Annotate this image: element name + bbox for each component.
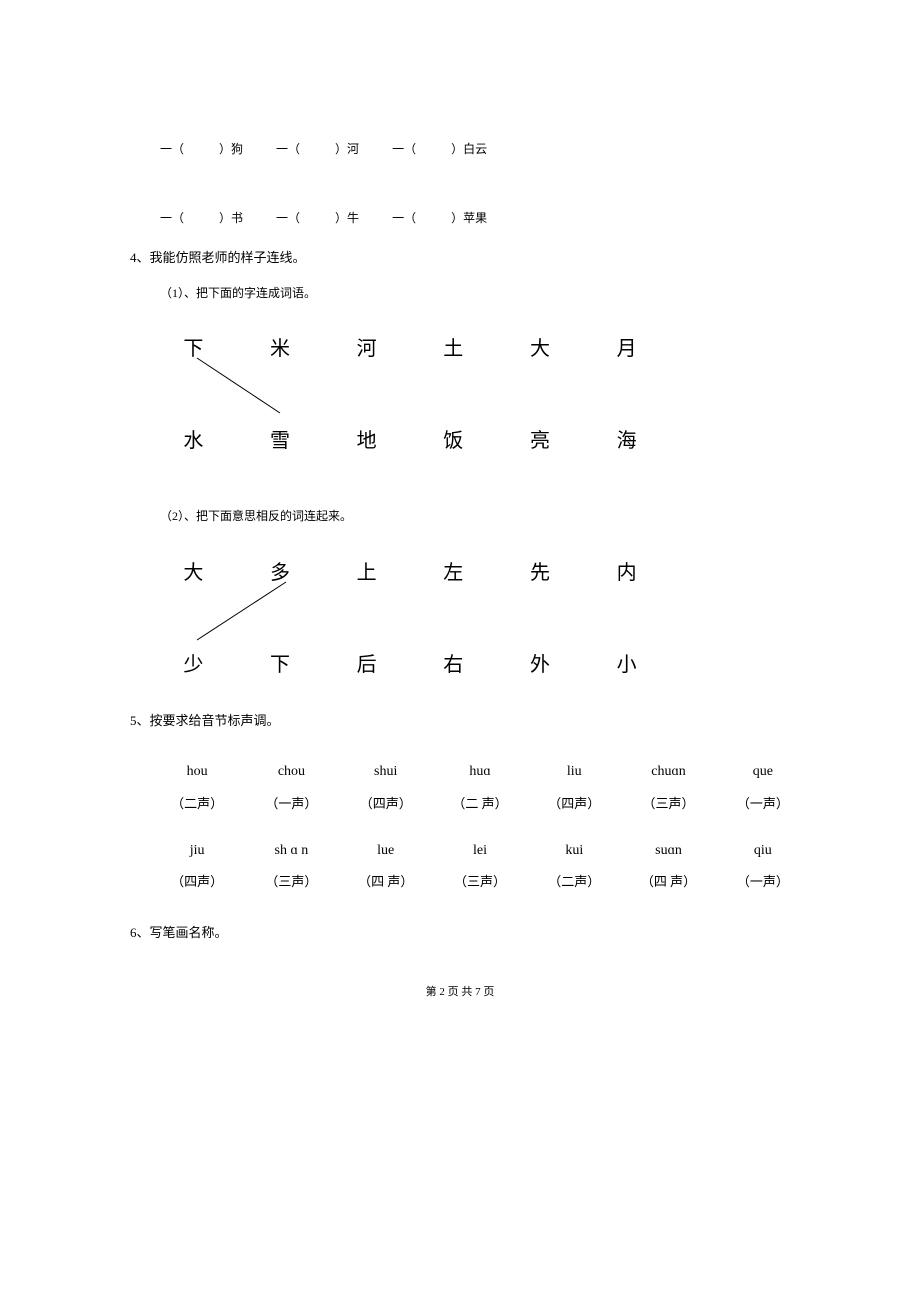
pinyin-cell: chou <box>244 761 338 783</box>
fill-item: 一（ ）牛 <box>276 211 359 225</box>
pinyin-row2: jiu sh ɑ n lue lei kui suɑn qiu <box>150 840 810 862</box>
prefix: 一（ <box>392 142 416 156</box>
match-bottom-row: 少 下 后 右 外 小 <box>150 649 670 681</box>
match-top-row: 大 多 上 左 先 内 <box>150 557 670 589</box>
pinyin-cell: que <box>716 761 810 783</box>
suffix: ）牛 <box>335 211 359 225</box>
fill-item: 一（ ）书 <box>160 211 243 225</box>
tone-cell: （三声） <box>621 794 715 815</box>
page-footer: 第 2 页 共 7 页 <box>130 984 790 1002</box>
fill-item: 一（ ）河 <box>276 142 359 156</box>
match-line <box>197 582 286 640</box>
q4-sub2-matching: 大 多 上 左 先 内 少 下 后 右 外 小 <box>150 557 790 681</box>
prefix: 一（ <box>276 142 300 156</box>
match-char[interactable]: 后 <box>352 649 382 681</box>
q4-sub2-label: （2）、把下面意思相反的词连起来。 <box>160 507 790 526</box>
match-char[interactable]: 亮 <box>525 425 555 457</box>
match-char[interactable]: 右 <box>438 649 468 681</box>
prefix: 一（ <box>392 211 416 225</box>
pinyin-cell: kui <box>527 840 621 862</box>
pinyin-cell: jiu <box>150 840 244 862</box>
pinyin-row1: hou chou shui huɑ liu chuɑn que <box>150 761 810 783</box>
tone-cell: （三声） <box>433 872 527 893</box>
tone-cell: （二声） <box>150 794 244 815</box>
match-char[interactable]: 海 <box>612 425 642 457</box>
match-char[interactable]: 外 <box>525 649 555 681</box>
pinyin-cell: chuɑn <box>621 761 715 783</box>
match-char[interactable]: 水 <box>178 425 208 457</box>
tone-cell: （四 声） <box>621 872 715 893</box>
suffix: ）苹果 <box>451 211 487 225</box>
suffix: ）白云 <box>451 142 487 156</box>
q4-sub1-matching: 下 米 河 土 大 月 水 雪 地 饭 亮 海 <box>150 333 790 457</box>
prefix: 一（ <box>276 211 300 225</box>
pinyin-cell: shui <box>339 761 433 783</box>
q4-title: 4、我能仿照老师的样子连线。 <box>130 248 790 269</box>
pinyin-cell: suɑn <box>621 840 715 862</box>
tone-cell: （二 声） <box>433 794 527 815</box>
tone-row1: （二声） （一声） （四声） （二 声） （四声） （三声） （一声） <box>150 794 810 815</box>
match-char[interactable]: 左 <box>438 557 468 589</box>
match-char[interactable]: 多 <box>265 557 295 589</box>
q4-sub1-label: （1）、把下面的字连成词语。 <box>160 284 790 303</box>
tone-cell: （一声） <box>716 794 810 815</box>
suffix: ）狗 <box>219 142 243 156</box>
tone-cell: （三声） <box>244 872 338 893</box>
match-char[interactable]: 河 <box>352 333 382 365</box>
tone-cell: （二声） <box>527 872 621 893</box>
pinyin-cell: lue <box>339 840 433 862</box>
match-char[interactable]: 土 <box>438 333 468 365</box>
pinyin-cell: lei <box>433 840 527 862</box>
q5-title: 5、按要求给音节标声调。 <box>130 711 790 732</box>
match-char[interactable]: 饭 <box>438 425 468 457</box>
fill-item: 一（ ）狗 <box>160 142 243 156</box>
match-char[interactable]: 雪 <box>265 425 295 457</box>
pinyin-cell: hou <box>150 761 244 783</box>
match-char[interactable]: 大 <box>178 557 208 589</box>
match-char[interactable]: 小 <box>612 649 642 681</box>
prefix: 一（ <box>160 211 184 225</box>
q3-line1: 一（ ）狗 一（ ）河 一（ ）白云 <box>130 140 790 159</box>
pinyin-cell: sh ɑ n <box>244 840 338 862</box>
match-char[interactable]: 地 <box>352 425 382 457</box>
match-char[interactable]: 下 <box>178 333 208 365</box>
fill-item: 一（ ）苹果 <box>392 211 487 225</box>
match-line <box>197 358 280 413</box>
match-char[interactable]: 内 <box>612 557 642 589</box>
tone-cell: （四声） <box>339 794 433 815</box>
match-char[interactable]: 先 <box>525 557 555 589</box>
suffix: ）河 <box>335 142 359 156</box>
tone-row2: （四声） （三声） （四 声） （三声） （二声） （四 声） （一声） <box>150 872 810 893</box>
pinyin-cell: huɑ <box>433 761 527 783</box>
match-char[interactable]: 米 <box>265 333 295 365</box>
suffix: ）书 <box>219 211 243 225</box>
q6-title: 6、写笔画名称。 <box>130 923 790 944</box>
pinyin-cell: liu <box>527 761 621 783</box>
q5-pinyin-section: hou chou shui huɑ liu chuɑn que （二声） （一声… <box>150 761 790 892</box>
match-bottom-row: 水 雪 地 饭 亮 海 <box>150 425 670 457</box>
prefix: 一（ <box>160 142 184 156</box>
match-char[interactable]: 月 <box>612 333 642 365</box>
tone-cell: （四 声） <box>339 872 433 893</box>
q3-line2: 一（ ）书 一（ ）牛 一（ ）苹果 <box>130 209 790 228</box>
match-char[interactable]: 大 <box>525 333 555 365</box>
tone-cell: （一声） <box>244 794 338 815</box>
fill-item: 一（ ）白云 <box>392 142 487 156</box>
tone-cell: （一声） <box>716 872 810 893</box>
match-char[interactable]: 下 <box>265 649 295 681</box>
match-char[interactable]: 上 <box>352 557 382 589</box>
tone-cell: （四声） <box>150 872 244 893</box>
match-char[interactable]: 少 <box>178 649 208 681</box>
pinyin-cell: qiu <box>716 840 810 862</box>
tone-cell: （四声） <box>527 794 621 815</box>
match-top-row: 下 米 河 土 大 月 <box>150 333 670 365</box>
